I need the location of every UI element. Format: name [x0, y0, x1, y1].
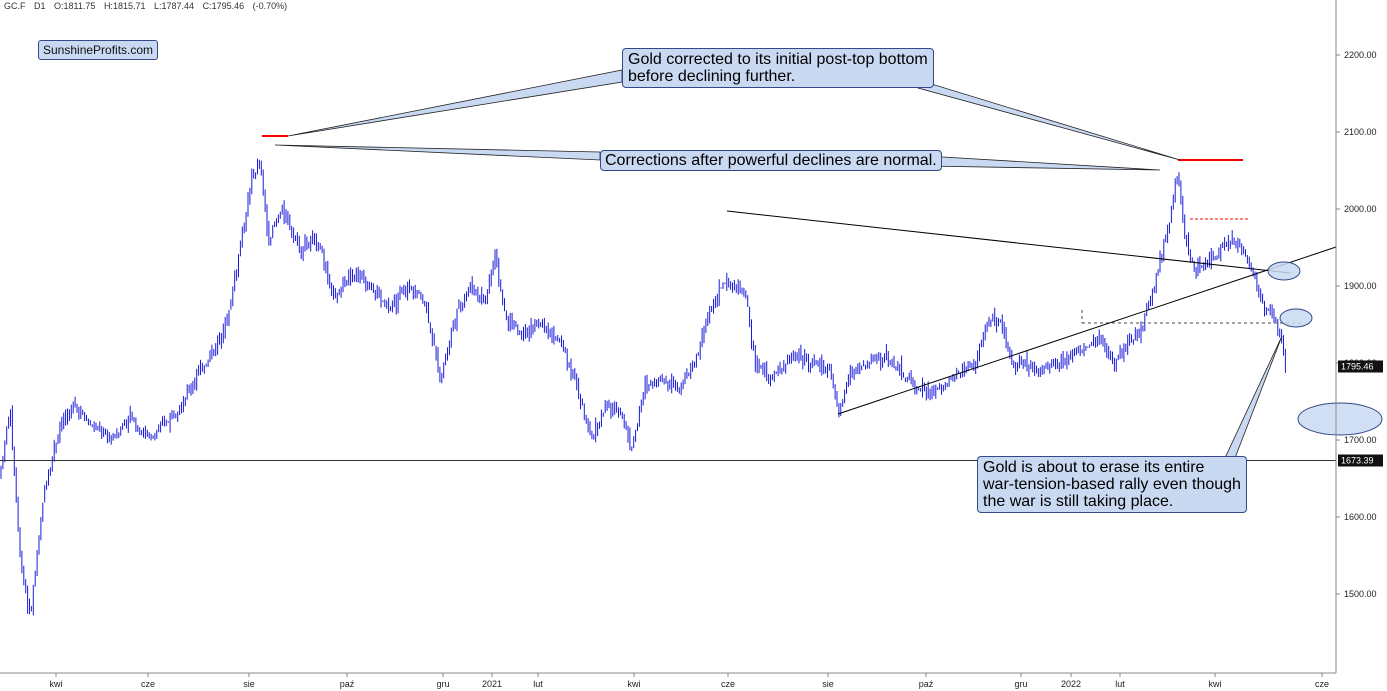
support-price-tag: 1673.39: [1341, 455, 1374, 465]
x-tick-label: cze: [1315, 679, 1329, 689]
x-tick-label: lut: [1115, 679, 1125, 689]
last-price-tag: 1795.46: [1341, 361, 1374, 371]
x-tick-label: cze: [721, 679, 735, 689]
callout-top: Gold corrected to its initial post-top b…: [622, 48, 934, 88]
x-tick-label: gru: [436, 679, 449, 689]
last-price-tag-bg: [1338, 360, 1383, 373]
x-tick-label: kwi: [1209, 679, 1222, 689]
change-value: (-0.70%): [252, 1, 288, 11]
chart-header: GC.F D1 O:1811.75 H:1815.71 L:1787.44 C:…: [4, 1, 293, 11]
x-tick-label: gru: [1014, 679, 1027, 689]
callout-bottom: Gold is about to erase its entire war-te…: [977, 456, 1247, 513]
open-value: O:1811.75: [54, 1, 96, 11]
x-tick-label: sie: [822, 679, 834, 689]
brand-label: SunshineProfits.com: [38, 40, 159, 60]
symbol-label: GC.F: [4, 1, 26, 11]
callout-middle-pointer-right: [925, 155, 1161, 171]
x-tick-label: paź: [340, 679, 355, 689]
highlight-ellipse-upper: [1267, 261, 1301, 281]
callout-top-pointer-right: [911, 77, 1181, 161]
x-tick-label: kwi: [50, 679, 63, 689]
high-value: H:1815.71: [103, 1, 146, 11]
callout-top-pointer-left: [287, 69, 623, 137]
y-tick-label: 2000.00: [1344, 204, 1377, 214]
x-tick-label: kwi: [628, 679, 641, 689]
x-tick-label: lut: [533, 679, 543, 689]
highlight-ellipse-lower: [1279, 308, 1313, 328]
support-price-tag-bg: [1338, 454, 1383, 467]
callout-bottom-pointer: [1224, 335, 1283, 459]
y-tick-label: 2100.00: [1344, 127, 1377, 137]
x-tick-label: sie: [243, 679, 255, 689]
callout-middle: Corrections after powerful declines are …: [600, 150, 942, 171]
rising-trendline: [837, 246, 1337, 415]
y-tick-label: 1900.00: [1344, 281, 1377, 291]
y-tick-label: 1600.00: [1344, 512, 1377, 522]
callout-middle-pointer-left: [274, 144, 601, 161]
x-tick-label: 2021: [482, 679, 502, 689]
x-tick-label: 2022: [1061, 679, 1081, 689]
low-value: L:1787.44: [154, 1, 195, 11]
y-tick-label: 2200.00: [1344, 50, 1377, 60]
x-tick-label: paź: [919, 679, 934, 689]
highlight-ellipse-support: [1297, 402, 1383, 436]
timeframe-label: D1: [34, 1, 46, 11]
y-tick-label: 1500.00: [1344, 589, 1377, 599]
close-value: C:1795.46: [202, 1, 245, 11]
descending-trendline: [726, 210, 1291, 274]
y-tick-label: 1700.00: [1344, 435, 1377, 445]
x-tick-label: cze: [141, 679, 155, 689]
